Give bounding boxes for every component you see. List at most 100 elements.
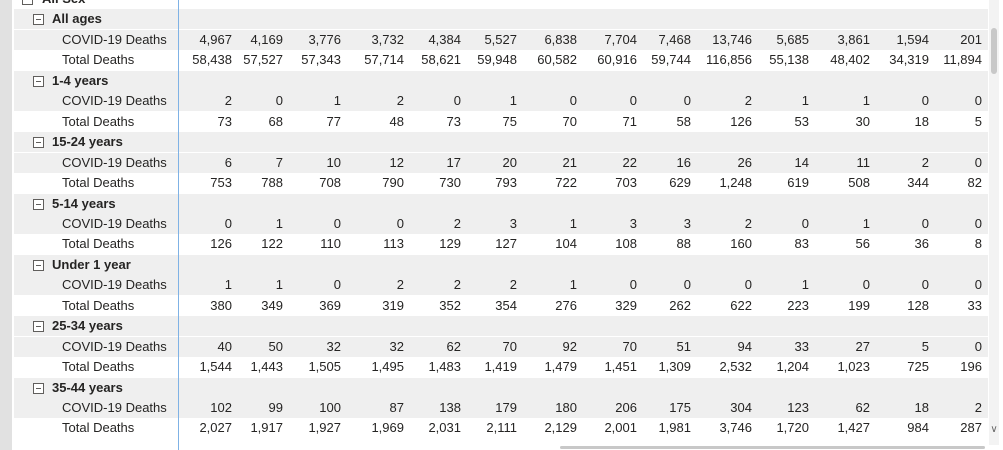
value-cell: 1,483 (428, 359, 461, 375)
value-cell: 7 (275, 154, 283, 170)
value-cell: 92 (562, 338, 577, 354)
value-cell: 0 (862, 277, 870, 293)
value-cell: 175 (669, 400, 691, 415)
value-cell: 1,927 (308, 420, 341, 436)
value-cell: 2 (224, 93, 232, 109)
value-cell: 68 (268, 113, 283, 129)
expand-icon (33, 382, 44, 394)
value-cell: 304 (730, 400, 752, 415)
value-cell: 50 (268, 338, 283, 354)
value-cell: 88 (676, 236, 691, 252)
value-cell: 2 (396, 277, 404, 293)
value-cell: 788 (261, 175, 283, 191)
value-cell: 629 (669, 175, 691, 191)
value-cell: 32 (326, 338, 341, 354)
value-cell: 33 (967, 297, 982, 313)
value-cell: 196 (960, 359, 982, 375)
value-cell: 48 (389, 113, 404, 129)
row-label: COVID-19 Deaths (62, 277, 167, 293)
group-label: 35-44 years (52, 379, 123, 395)
value-cell: 619 (787, 175, 809, 191)
value-cell: 793 (495, 175, 517, 191)
value-cell: 21 (562, 154, 577, 170)
value-cell: 2 (396, 93, 404, 109)
value-cell: 0 (921, 277, 929, 293)
expand-icon (33, 198, 44, 210)
value-cell: 3 (683, 215, 691, 231)
value-cell: 1,720 (776, 420, 809, 436)
value-cell: 127 (495, 236, 517, 252)
value-cell: 13,746 (712, 31, 752, 47)
value-cell: 0 (974, 215, 982, 231)
value-cell: 70 (502, 338, 517, 354)
value-cell: 1,917 (250, 420, 283, 436)
value-cell: 12 (389, 154, 404, 170)
value-cell: 1 (509, 93, 517, 109)
value-cell: 0 (921, 93, 929, 109)
value-cell: 725 (907, 359, 929, 375)
value-cell: 2,532 (719, 359, 752, 375)
value-cell: 113 (383, 236, 404, 252)
value-cell: 1 (862, 215, 870, 231)
row-label: COVID-19 Deaths (62, 215, 167, 231)
group-label: All Sex (42, 0, 85, 9)
row-label: COVID-19 Deaths (62, 338, 167, 354)
group-label: 25-34 years (52, 318, 123, 334)
scroll-down-arrow[interactable]: ∨ (990, 424, 998, 435)
value-cell: 73 (217, 113, 232, 129)
group-label: 15-24 years (52, 134, 123, 150)
value-cell: 3,776 (308, 31, 341, 47)
value-cell: 199 (848, 297, 870, 313)
row-band (14, 29, 988, 50)
value-cell: 508 (848, 175, 870, 191)
group-row-band (14, 193, 988, 214)
vertical-scrollbar[interactable]: ∨ (989, 0, 999, 445)
row-band (14, 275, 988, 296)
expand-icon (33, 321, 44, 333)
value-cell: 108 (615, 236, 637, 252)
value-cell: 2 (453, 277, 461, 293)
value-cell: 17 (446, 154, 461, 170)
row-label: COVID-19 Deaths (62, 400, 167, 415)
value-cell: 0 (744, 277, 752, 293)
value-cell: 0 (569, 93, 577, 109)
value-cell: 70 (562, 113, 577, 129)
horizontal-scrollbar[interactable] (560, 446, 985, 449)
value-cell: 70 (622, 338, 637, 354)
value-cell: 51 (676, 338, 691, 354)
value-cell: 82 (967, 175, 982, 191)
value-cell: 3 (509, 215, 517, 231)
value-cell: 83 (794, 236, 809, 252)
value-cell: 104 (555, 236, 577, 252)
value-cell: 1,594 (896, 31, 929, 47)
value-cell: 380 (210, 297, 232, 313)
value-cell: 223 (787, 297, 809, 313)
value-cell: 71 (622, 113, 637, 129)
group-label: All ages (52, 11, 102, 27)
value-cell: 10 (326, 154, 341, 170)
value-cell: 2 (744, 215, 752, 231)
row-label: COVID-19 Deaths (62, 154, 167, 170)
value-cell: 262 (669, 297, 691, 313)
value-cell: 0 (974, 338, 982, 354)
value-cell: 1,451 (604, 359, 637, 375)
value-cell: 2 (509, 277, 517, 293)
value-cell: 352 (439, 297, 461, 313)
scroll-thumb[interactable] (991, 28, 997, 74)
value-cell: 0 (921, 215, 929, 231)
value-cell: 1,544 (199, 359, 232, 375)
value-cell: 276 (555, 297, 577, 313)
value-cell: 73 (446, 113, 461, 129)
value-cell: 1,495 (371, 359, 404, 375)
value-cell: 60,582 (537, 52, 577, 68)
group-label: 1-4 years (52, 72, 109, 88)
value-cell: 201 (960, 31, 982, 47)
value-cell: 22 (622, 154, 637, 170)
value-cell: 1,981 (658, 420, 691, 436)
row-label: Total Deaths (62, 420, 135, 436)
value-cell: 34,319 (889, 52, 929, 68)
value-cell: 94 (737, 338, 752, 354)
value-cell: 180 (555, 400, 577, 415)
expand-icon (33, 259, 44, 271)
value-cell: 344 (907, 175, 929, 191)
